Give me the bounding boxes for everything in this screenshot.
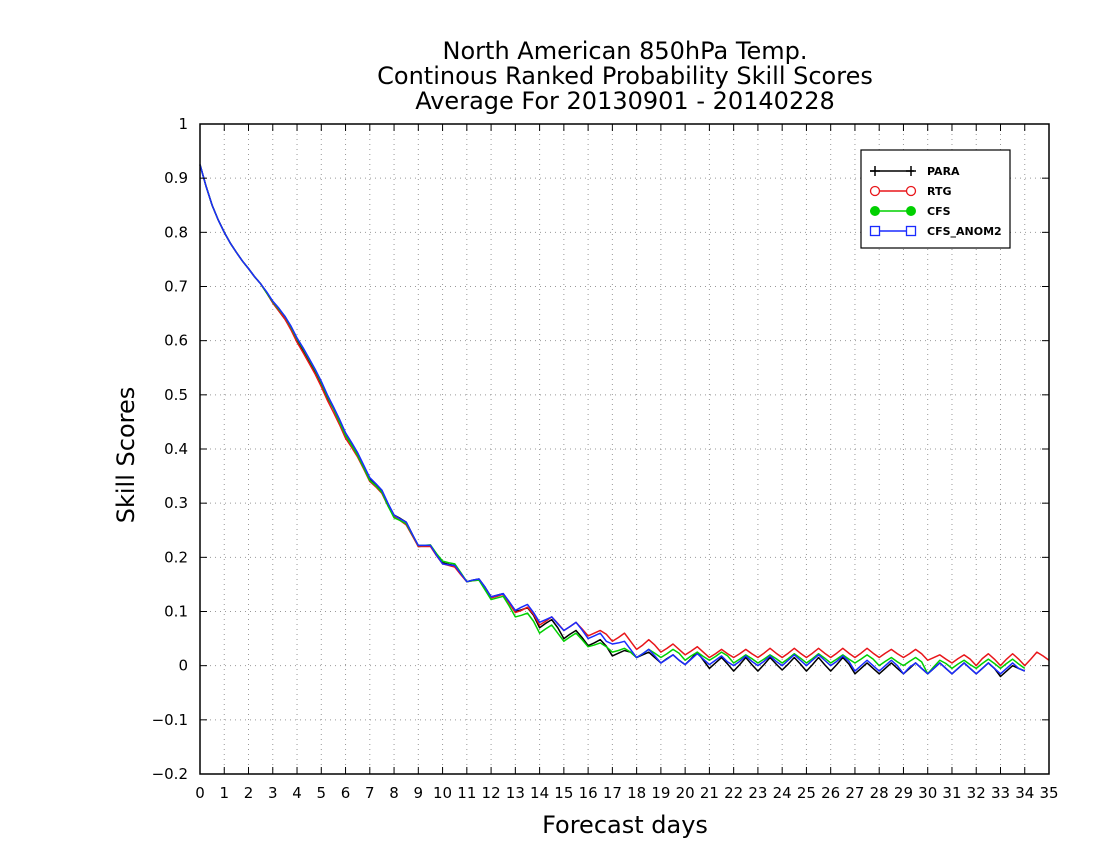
legend-entry-para: PARA [870, 165, 960, 178]
x-tick-label: 11 [457, 784, 476, 802]
legend-entry-cfs: CFS [870, 205, 951, 218]
y-tick-label: 0.3 [164, 494, 188, 512]
y-tick-label: 0.5 [164, 386, 188, 404]
x-axis: 0 1 2 3 4 5 6 7 8 9 10 11 12 13 14 15 16 17 18 19 20 21 22 23 24… [195, 124, 1059, 802]
x-tick-label: 7 [365, 784, 375, 802]
x-tick-label: 27 [845, 784, 864, 802]
legend-marker-dot [870, 206, 880, 216]
y-tick-label: −0.1 [152, 711, 188, 729]
x-tick-label: 34 [1015, 784, 1034, 802]
x-tick-label: 14 [530, 784, 549, 802]
legend-marker-square [869, 225, 881, 237]
series-line-rtg [199, 164, 1050, 667]
series-layer [199, 164, 1050, 678]
legend: PARA RTG CFS CFS_ANOM2 [860, 149, 1011, 249]
x-tick-label: 30 [918, 784, 937, 802]
x-tick-label: 0 [195, 784, 205, 802]
title-line-3: Average For 20130901 - 20140228 [415, 87, 835, 115]
legend-entry-rtg: RTG [869, 185, 952, 198]
x-tick-label: 6 [341, 784, 351, 802]
legend-marker-square [905, 225, 917, 237]
y-tick-label: −0.2 [152, 765, 188, 783]
series-line-cfs-anom2 [199, 164, 1026, 675]
legend-marker-dot [906, 206, 916, 216]
x-axis-title: Forecast days [542, 811, 708, 839]
legend-label: PARA [927, 165, 960, 178]
legend-marker-circle [905, 185, 917, 197]
x-tick-label: 24 [773, 784, 792, 802]
x-tick-label: 13 [506, 784, 525, 802]
x-tick-label: 21 [700, 784, 719, 802]
title-line-2: Continous Ranked Probability Skill Score… [377, 62, 873, 90]
x-tick-label: 19 [651, 784, 670, 802]
y-tick-label: 0.9 [164, 169, 188, 187]
x-tick-label: 15 [554, 784, 573, 802]
y-tick-label: 0.8 [164, 223, 188, 241]
x-tick-label: 28 [870, 784, 889, 802]
x-tick-label: 25 [797, 784, 816, 802]
x-tick-label: 5 [317, 784, 327, 802]
y-tick-label: 0 [178, 657, 188, 675]
y-axis: −0.2 −0.1 0 0.1 0.2 0.3 0.4 0.5 0.6 0.7 0.8 0.9 1 [152, 115, 1049, 783]
y-tick-label: 0.6 [164, 332, 188, 350]
x-tick-label: 26 [821, 784, 840, 802]
y-axis-title: Skill Scores [112, 387, 140, 524]
x-tick-label: 29 [894, 784, 913, 802]
x-tick-label: 23 [748, 784, 767, 802]
x-tick-label: 35 [1039, 784, 1058, 802]
x-tick-label: 3 [268, 784, 278, 802]
title-line-1: North American 850hPa Temp. [443, 37, 808, 65]
x-tick-label: 8 [389, 784, 399, 802]
x-tick-label: 9 [414, 784, 424, 802]
grid [200, 124, 1049, 774]
x-tick-label: 20 [676, 784, 695, 802]
y-tick-label: 0.1 [164, 603, 188, 621]
x-tick-label: 31 [942, 784, 961, 802]
x-tick-label: 1 [219, 784, 229, 802]
chart-title: North American 850hPa Temp. Continous Ra… [377, 37, 873, 115]
x-tick-label: 4 [292, 784, 302, 802]
y-tick-label: 1 [178, 115, 188, 133]
x-tick-label: 18 [627, 784, 646, 802]
x-tick-label: 17 [603, 784, 622, 802]
x-tick-label: 16 [579, 784, 598, 802]
x-tick-label: 32 [967, 784, 986, 802]
x-tick-label: 12 [482, 784, 501, 802]
series-line-cfs [199, 164, 1026, 675]
x-tick-label: 22 [724, 784, 743, 802]
legend-entry-cfs-anom2: CFS_ANOM2 [869, 225, 1002, 238]
legend-label: CFS [927, 205, 951, 218]
x-tick-label: 2 [244, 784, 254, 802]
y-tick-label: 0.2 [164, 548, 188, 566]
y-tick-label: 0.7 [164, 278, 188, 296]
x-tick-label: 33 [991, 784, 1010, 802]
legend-label: RTG [927, 185, 952, 198]
legend-label: CFS_ANOM2 [927, 225, 1002, 238]
x-tick-label: 10 [433, 784, 452, 802]
y-tick-label: 0.4 [164, 440, 188, 458]
legend-marker-circle [869, 185, 881, 197]
